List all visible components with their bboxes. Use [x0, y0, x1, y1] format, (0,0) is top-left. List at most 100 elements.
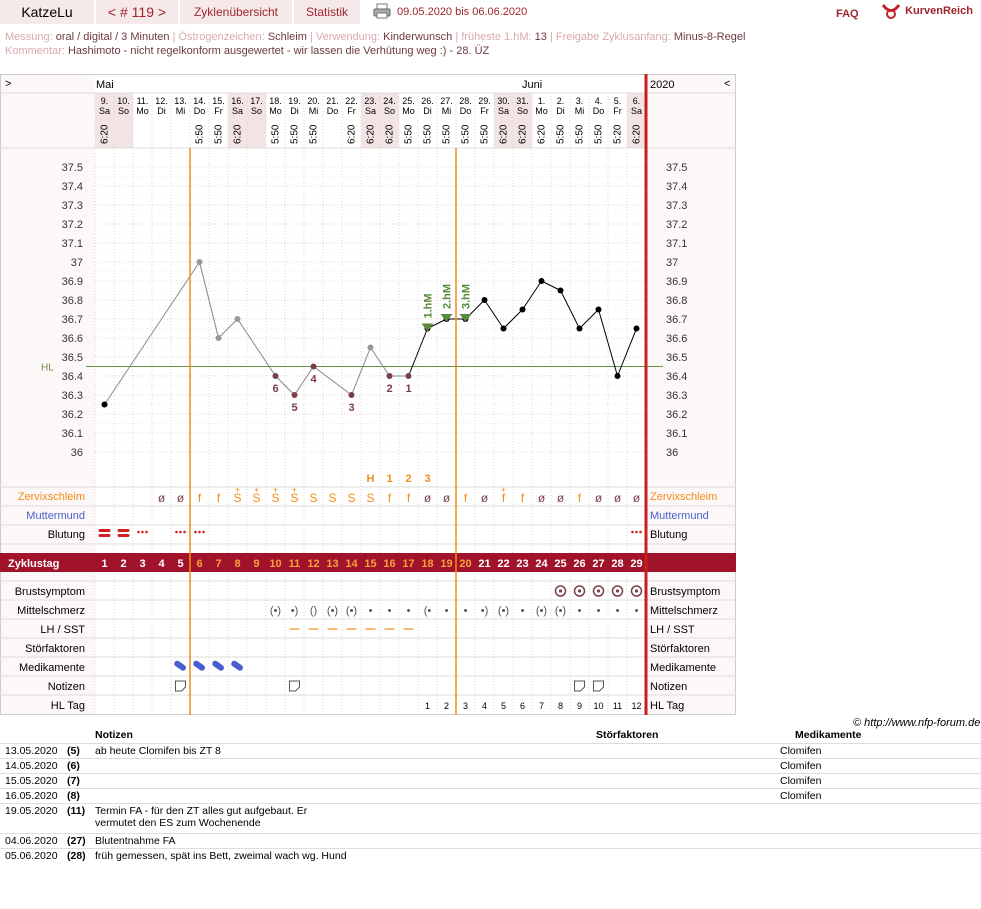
weekday-label: Mo: [535, 106, 548, 116]
bleeding-heavy: [98, 529, 111, 532]
weekday-label: Di: [423, 106, 432, 116]
weekday-label: Fr: [613, 106, 622, 116]
release-value: Minus-8-Regel: [673, 31, 746, 43]
row-brustsymptom-label-right: Brustsymptom: [650, 586, 720, 598]
mittelschmerz-symbol: •: [407, 605, 411, 617]
mucus-code: ø: [538, 491, 546, 505]
user-name[interactable]: KatzeLu: [0, 0, 94, 24]
earliest-value: 13: [534, 31, 547, 43]
time-label: 5:50: [290, 124, 301, 144]
note-date: 04.06.2020: [5, 835, 58, 847]
date-label: 17.: [250, 96, 263, 106]
mucus-plus: +: [254, 485, 259, 495]
note-text-2: vermutet den ES zum Wochenende: [95, 817, 261, 829]
breast-symbol: [630, 585, 643, 597]
time-label: 6:20: [537, 124, 548, 144]
time-label: 5:50: [214, 124, 225, 144]
weekend-shade: [95, 93, 114, 148]
cycle-day-number: 29: [630, 558, 642, 570]
temp-segment: [579, 309, 599, 329]
col-notes: Notizen: [95, 729, 133, 741]
temp-point: [310, 363, 317, 370]
use-value: Kinderwunsch: [383, 31, 453, 43]
cycle-day-number: 27: [592, 558, 604, 570]
y-tick-right: 37.5: [666, 162, 687, 174]
note-cycle-day: (5): [67, 745, 80, 757]
date-label: 6.: [633, 96, 641, 106]
cycle-day-number: 13: [326, 558, 338, 570]
note-date: 05.06.2020: [5, 850, 58, 862]
mittelschmerz-symbol: (•): [555, 605, 566, 617]
weekend-shade: [247, 93, 266, 148]
cycle-day-number: 15: [364, 558, 376, 570]
temp-point: [538, 278, 545, 284]
temp-point: [557, 287, 564, 294]
mucus-code: S: [328, 491, 336, 505]
note-date: 19.05.2020: [5, 805, 58, 817]
temp-point: [272, 373, 279, 379]
bleeding-light: [175, 530, 178, 534]
mittelschmerz-symbol: (•): [498, 605, 509, 617]
notes-row: 15.05.2020 (7) Clomifen: [0, 773, 981, 788]
bleeding-light: [635, 530, 638, 534]
mucus-code: f: [502, 491, 506, 505]
weekday-label: Do: [327, 106, 339, 116]
bleeding-light: [639, 530, 642, 534]
date-label: 4.: [595, 96, 603, 106]
mucus-plus: +: [501, 485, 506, 495]
weekday-label: So: [118, 106, 129, 116]
tab-cycle-overview[interactable]: Zyklenübersicht: [180, 0, 292, 24]
row-stoerfaktoren-label-right: Störfaktoren: [650, 643, 710, 655]
bleeding-light: [183, 530, 186, 534]
weekday-label: So: [517, 106, 528, 116]
time-label: 6:20: [100, 124, 111, 144]
time-label: 5:50: [442, 124, 453, 144]
hl-tag-number: 8: [558, 701, 563, 711]
mucus-plus: +: [235, 485, 240, 495]
mucus-code: ø: [481, 491, 489, 505]
hm-marker: [440, 314, 453, 322]
y-tick-right: 36.6: [666, 333, 687, 345]
bleeding-light: [141, 530, 144, 534]
hl-tag-number: 4: [482, 701, 487, 711]
breast-symbol-dot: [596, 589, 601, 593]
tab-statistics[interactable]: Statistik: [294, 0, 360, 24]
hl-tag-number: 12: [631, 701, 641, 711]
mucus-code: S: [290, 491, 298, 505]
mucus-plus: +: [273, 485, 278, 495]
date-label: 9.: [101, 96, 109, 106]
comment-value: Hashimoto - nicht regelkonform ausgewert…: [67, 45, 490, 57]
mittelschmerz-symbol: •: [445, 605, 449, 617]
weekday-label: Di: [157, 106, 166, 116]
bleeding-heavy: [117, 534, 130, 537]
y-tick-left: 37: [71, 257, 83, 269]
bleeding-light: [137, 530, 140, 534]
cycle-day-number: 23: [516, 558, 528, 570]
mittelschmerz-symbol: •: [616, 605, 620, 617]
date-label: 13.: [174, 96, 187, 106]
cycle-meta: Messung: oral / digital / 3 Minuten | Ös…: [5, 31, 746, 57]
mittelschmerz-symbol: •: [597, 605, 601, 617]
bleeding-heavy: [98, 534, 111, 537]
cycle-day-number: 25: [554, 558, 566, 570]
row-notizen-label-right: Notizen: [650, 681, 687, 693]
note-cycle-day: (8): [67, 790, 80, 802]
breast-symbol: [554, 585, 567, 597]
date-label: 2.: [557, 96, 565, 106]
date-label: 15.: [212, 96, 225, 106]
cycle-navigator[interactable]: < # 119 >: [96, 0, 178, 24]
mittelschmerz-symbol: •: [369, 605, 373, 617]
y-tick-right: 36.4: [666, 371, 687, 383]
printer-icon[interactable]: [373, 3, 391, 19]
time-label: 5:50: [271, 124, 282, 144]
note-date: 13.05.2020: [5, 745, 58, 757]
temp-point: [101, 401, 108, 408]
mittelschmerz-symbol: (•): [327, 605, 338, 617]
time-label: 5:50: [575, 124, 586, 144]
y-tick-left: 37.4: [62, 181, 83, 193]
faq-link[interactable]: FAQ: [836, 8, 859, 20]
cycle-day-number: 12: [307, 558, 319, 570]
temp-segment: [560, 290, 580, 329]
hl-tag-number: 5: [501, 701, 506, 711]
brand-logo[interactable]: KurvenReich: [880, 0, 973, 22]
